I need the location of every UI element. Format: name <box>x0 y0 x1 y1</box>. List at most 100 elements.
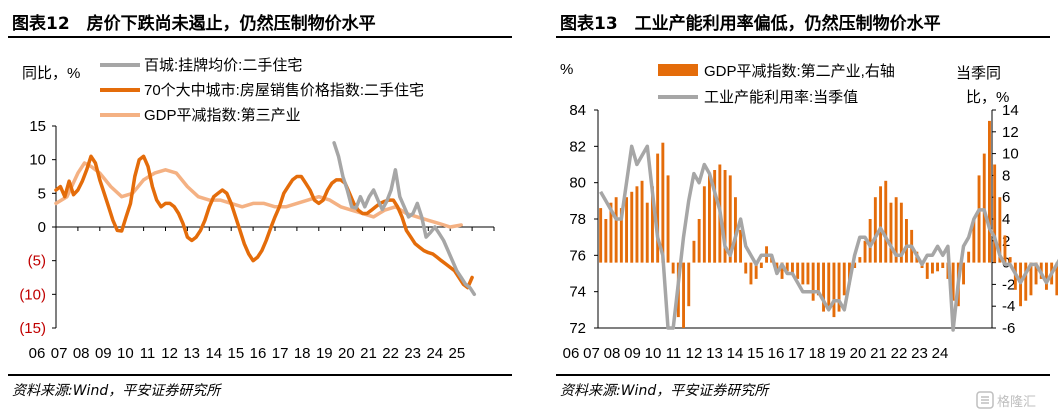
bar <box>879 186 882 263</box>
legend-label: GDP平减指数:第二产业,右轴 <box>704 62 895 80</box>
x-tick-label: 17 <box>272 345 289 362</box>
x-tick-label: 12 <box>161 345 178 362</box>
bar <box>1024 262 1028 301</box>
x-tick-label: 21 <box>870 345 887 362</box>
left-axis-label: % <box>560 61 573 78</box>
left-tick-label: 78 <box>569 211 586 228</box>
bar <box>832 262 836 318</box>
bar <box>619 208 623 263</box>
left-tick-label: 84 <box>569 102 586 119</box>
bar <box>713 170 717 263</box>
bar <box>936 262 939 272</box>
bar <box>734 197 737 263</box>
bar <box>1055 262 1058 296</box>
x-tick-label: 09 <box>624 345 641 362</box>
source-divider <box>8 374 512 376</box>
bar <box>780 262 784 279</box>
x-tick-label: 24 <box>932 345 949 362</box>
source-divider <box>556 374 1050 376</box>
x-tick-label: 13 <box>706 345 723 362</box>
chart-title: 图表12 房价下跌尚未遏止，仍然压制物价水平 <box>12 14 376 34</box>
bar <box>682 262 685 328</box>
y-tick-label: (5) <box>28 253 46 270</box>
x-tick-label: 15 <box>747 345 764 362</box>
bar <box>962 262 965 285</box>
left-tick-label: 72 <box>569 320 586 337</box>
bar <box>941 262 945 268</box>
x-tick-label: 21 <box>360 345 377 362</box>
left-y-axis-ticks: 84 82 80 78 76 74 72 <box>569 102 599 337</box>
x-tick-label: 23 <box>404 345 421 362</box>
x-tick-label: 25 <box>449 345 466 362</box>
bar <box>785 262 789 272</box>
bar <box>599 208 603 263</box>
bar <box>796 262 800 279</box>
bar <box>661 142 665 263</box>
bar <box>739 229 742 263</box>
bar <box>925 262 929 279</box>
bar <box>1045 262 1048 290</box>
chart-panel-13: 图表13 工业产能利用率偏低，仍然压制物价水平 % 当季同 比，% GDP平减指… <box>548 0 1058 415</box>
bar <box>993 164 997 263</box>
watermark-logo: 格隆汇 <box>976 391 1036 409</box>
bar <box>998 197 1002 263</box>
bar <box>801 262 805 285</box>
bar <box>604 219 608 263</box>
right-tick-label: 8 <box>1002 167 1010 184</box>
bar <box>666 175 670 263</box>
bar <box>822 262 825 312</box>
x-tick-label: 16 <box>768 345 785 362</box>
x-tick-label: 08 <box>73 345 90 362</box>
y-tick-label: (15) <box>19 320 46 337</box>
bar <box>972 219 976 263</box>
bar <box>640 180 644 263</box>
x-tick-label: 18 <box>809 345 826 362</box>
y-axis-label: 同比，% <box>22 65 80 82</box>
bar-series <box>599 120 1058 328</box>
bar <box>837 262 841 312</box>
y-tick-label: 10 <box>29 152 46 169</box>
legend-label: 百城:挂牌均价:二手住宅 <box>144 57 302 74</box>
bar <box>899 202 903 263</box>
x-tick-label: 17 <box>788 345 805 362</box>
x-axis-ticks: 06 07 08 09 10 11 12 13 14 15 16 17 18 19 20 21 22 23 24 <box>563 327 992 362</box>
bar <box>1003 235 1007 263</box>
x-tick-label: 09 <box>95 345 112 362</box>
bar <box>614 197 618 263</box>
bar <box>702 186 706 263</box>
series-line <box>54 161 463 229</box>
legend-swatch <box>658 64 698 76</box>
x-axis-ticks: 06 07 08 09 10 11 12 13 14 15 16 17 18 19 20 21 22 23 24 25 <box>29 226 495 362</box>
x-tick-label: 16 <box>250 345 267 362</box>
left-tick-label: 76 <box>569 247 586 264</box>
x-tick-label: 12 <box>686 345 703 362</box>
bar <box>827 262 831 307</box>
bar <box>894 197 898 263</box>
right-tick-label: 6 <box>1002 189 1010 206</box>
bar <box>1008 257 1012 263</box>
x-tick-label: 23 <box>911 345 928 362</box>
x-tick-label: 20 <box>338 345 355 362</box>
title-divider <box>8 36 512 38</box>
right-tick-label: 14 <box>1002 102 1019 119</box>
line-chart-12: 同比，% 百城:挂牌均价:二手住宅 70个大中城市:房屋销售价格指数:二手住宅 GD… <box>19 57 495 362</box>
bar <box>645 202 649 263</box>
x-tick-label: 13 <box>183 345 200 362</box>
x-tick-label: 18 <box>294 345 311 362</box>
chart-title: 图表13 工业产能利用率偏低，仍然压制物价水平 <box>560 14 941 34</box>
bar <box>811 262 815 301</box>
y-tick-label: 15 <box>29 118 46 135</box>
right-tick-label: 10 <box>1002 146 1019 163</box>
bar <box>754 262 758 279</box>
left-tick-label: 74 <box>569 284 586 301</box>
y-tick-label: 0 <box>38 219 46 236</box>
bar <box>868 219 872 263</box>
x-tick-label: 22 <box>891 345 908 362</box>
bar <box>806 262 810 285</box>
x-tick-label: 14 <box>205 345 222 362</box>
x-tick-label: 19 <box>829 345 846 362</box>
x-tick-label: 07 <box>583 345 600 362</box>
legend: 百城:挂牌均价:二手住宅 70个大中城市:房屋销售价格指数:二手住宅 GDP平减指数… <box>100 57 424 124</box>
legend-label: 70个大中城市:房屋销售价格指数:二手住宅 <box>144 82 424 99</box>
